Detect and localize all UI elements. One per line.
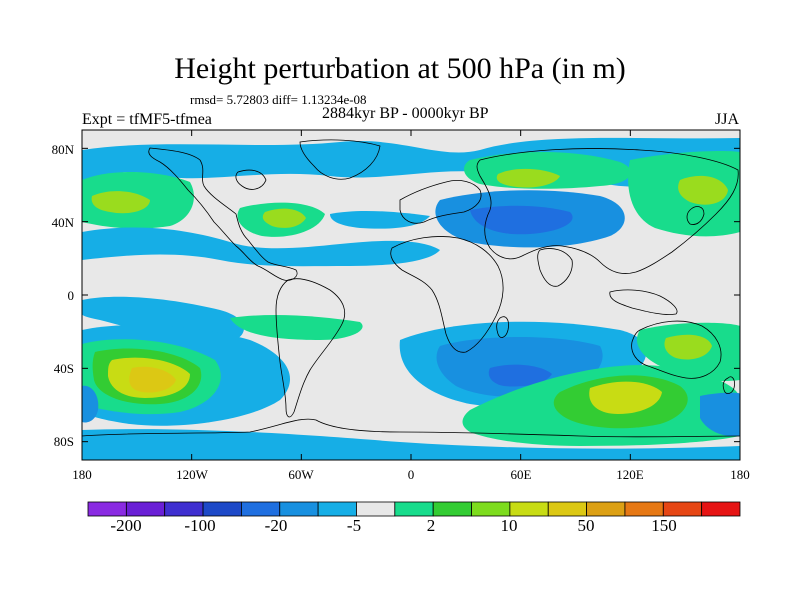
plot-title: Height perturbation at 500 hPa (in m) <box>174 52 626 85</box>
coastline-japan <box>686 206 705 225</box>
colorbar-swatch <box>624 501 664 517</box>
colorbar-swatch <box>547 501 587 517</box>
colorbar-swatch <box>586 501 626 517</box>
contour-region <box>488 364 552 387</box>
contour-region <box>230 315 363 340</box>
colorbar-swatch <box>125 501 166 517</box>
colorbar-label: 10 <box>500 516 518 535</box>
colorbar-swatch <box>87 501 127 517</box>
colorbar-label: -100 <box>184 516 216 535</box>
coastline-africa <box>390 236 504 353</box>
contour-region <box>470 205 573 235</box>
coastline-hudson <box>235 169 267 190</box>
lat-tick-label: 40N <box>51 215 74 230</box>
contour-region <box>700 392 740 437</box>
contour-field <box>82 130 740 460</box>
colorbar-swatch <box>164 501 204 517</box>
coastline-north-america <box>148 147 298 281</box>
coastline-south-america <box>275 278 346 418</box>
experiment-label: Expt = tfMF5-tfmea <box>82 111 212 128</box>
colorbar-swatch <box>241 501 281 517</box>
colorbar-swatch <box>279 501 319 517</box>
coastline-new-zealand <box>722 376 735 394</box>
colorbar <box>87 501 741 517</box>
stats-text: rmsd= 5.72803 diff= 1.13234e-08 <box>190 92 367 107</box>
contour-region <box>262 208 306 228</box>
colorbar-swatch <box>701 501 741 517</box>
colorbar-label: -200 <box>110 516 142 535</box>
contour-region <box>82 385 99 423</box>
colorbar-label: 50 <box>577 516 595 535</box>
lon-tick-label: 180 <box>730 467 750 482</box>
axis-tickmarks <box>81 130 741 460</box>
coastline-greenland <box>299 139 381 180</box>
contour-region <box>589 381 662 414</box>
lon-tick-label: 0 <box>407 467 415 482</box>
lon-tick-label: 180 <box>72 467 92 482</box>
coastline-madagascar <box>496 316 509 338</box>
contour-region <box>496 168 560 188</box>
colorbar-swatch <box>317 501 357 517</box>
contour-region <box>678 175 728 205</box>
lat-tick-label: 40S <box>53 361 74 376</box>
colorbar-swatch <box>432 501 472 517</box>
contour-region <box>82 429 740 460</box>
period-label: 2884kyr BP - 0000kyr BP <box>322 105 489 122</box>
colorbar-swatch <box>356 501 396 517</box>
lat-tick-label: 0 <box>67 288 75 303</box>
coastline-australia <box>631 320 722 379</box>
colorbar-swatch <box>202 501 242 517</box>
coastlines <box>81 139 741 438</box>
contour-region <box>330 210 430 229</box>
lon-tick-label: 60E <box>510 467 532 482</box>
season-label: JJA <box>715 111 740 128</box>
contour-region <box>82 227 440 267</box>
contour-region <box>129 366 176 393</box>
lat-tick-label: 80N <box>51 142 74 157</box>
coastline-europe <box>399 180 482 224</box>
colorbar-label: -20 <box>264 516 288 535</box>
colorbar-label: 2 <box>426 516 436 535</box>
colorbar-swatch <box>394 501 434 517</box>
colorbar-swatch <box>471 501 511 517</box>
coastline-india <box>537 248 573 287</box>
colorbar-swatch <box>509 501 549 517</box>
coastline-asia <box>476 148 739 274</box>
colorbar-swatch <box>662 501 703 517</box>
coastline-indonesia <box>609 289 678 315</box>
colorbar-label: -5 <box>346 516 362 535</box>
colorbar-label: 150 <box>651 516 677 535</box>
lon-tick-label: 120W <box>176 467 208 482</box>
lon-tick-label: 120E <box>616 467 644 482</box>
lat-tick-label: 80S <box>53 434 74 449</box>
lon-tick-label: 60W <box>288 467 314 482</box>
coastline-antarctica <box>81 418 741 438</box>
contour-region <box>91 191 150 214</box>
contour-region <box>664 334 712 360</box>
